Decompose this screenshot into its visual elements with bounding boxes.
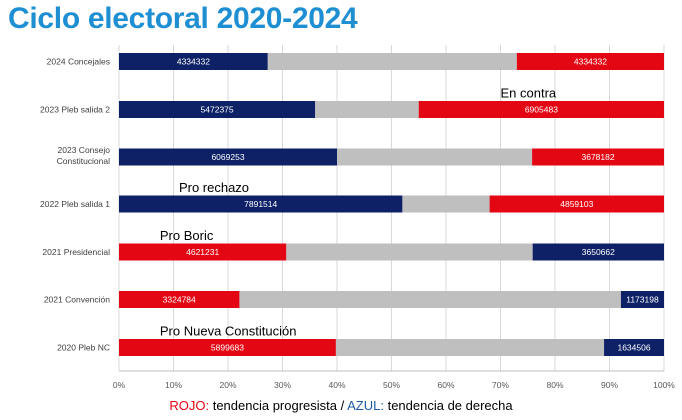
x-tick-label: 70%	[492, 380, 509, 390]
bar-segment-red	[119, 291, 240, 308]
bar-segment-navy	[604, 339, 664, 356]
category-label: 2024 Concejales	[47, 57, 110, 67]
x-tick-label: 30%	[274, 380, 291, 390]
x-tick-label: 60%	[437, 380, 454, 390]
annotation-pro-rechazo: Pro rechazo	[179, 180, 249, 195]
bar-segment-navy	[119, 53, 268, 70]
bar-segment-red	[119, 339, 336, 356]
bar-segment-red	[532, 148, 664, 166]
bar-segment-gray	[315, 101, 419, 118]
bar-segment-red	[418, 101, 664, 118]
data-label: 1634506	[617, 343, 650, 353]
bar-segment-gray	[239, 291, 621, 308]
data-label: 4334332	[574, 57, 607, 67]
bar-segment-gray	[286, 243, 533, 261]
x-tick-label: 20%	[219, 380, 236, 390]
bar-segment-navy	[119, 101, 316, 118]
bar-segment-gray	[267, 53, 517, 70]
x-tick-label: 50%	[383, 380, 400, 390]
category-label: 2020 Pleb NC	[57, 343, 110, 353]
category-label: 2023 Consejo	[58, 145, 111, 155]
bar-segment-gray	[402, 195, 490, 213]
annotation-pro-boric: Pro Boric	[160, 228, 214, 243]
bar-segment-red	[119, 243, 287, 261]
bar-segment-navy	[620, 291, 664, 308]
category-label: Constitucional	[57, 156, 111, 166]
category-label: 2022 Pleb salida 1	[40, 199, 110, 209]
legend-red-label: ROJO:	[169, 398, 210, 413]
bar-segment-gray	[335, 339, 605, 356]
data-label: 6069253	[211, 152, 244, 162]
x-tick-label: 100%	[653, 380, 675, 390]
legend-blue-text: tendencia de derecha	[383, 398, 513, 413]
legend-red-text: tendencia progresista /	[209, 398, 348, 413]
bar-segment-red	[489, 195, 664, 213]
bar-segment-navy	[119, 195, 403, 213]
bar-segment-navy	[532, 243, 664, 261]
x-tick-label: 0%	[113, 380, 126, 390]
legend: ROJO: tendencia progresista / AZUL: tend…	[0, 398, 682, 413]
x-tick-label: 10%	[165, 380, 182, 390]
x-tick-label: 80%	[546, 380, 563, 390]
bar-segment-red	[516, 53, 664, 70]
category-label: 2021 Presidencial	[42, 247, 110, 257]
data-label: 4621231	[186, 247, 219, 257]
category-label: 2023 Pleb salida 2	[40, 105, 110, 115]
annotation-pro-nueva-constitucion: Pro Nueva Constitución	[160, 324, 297, 339]
category-label: 2021 Convención	[44, 295, 110, 305]
data-label: 6905483	[525, 105, 558, 115]
annotation-en-contra: En contra	[501, 86, 557, 101]
data-label: 1173198	[626, 295, 659, 305]
data-label: 5472375	[201, 105, 234, 115]
chart-title: Ciclo electoral 2020-2024	[8, 2, 358, 35]
data-label: 7891514	[244, 199, 277, 209]
data-label: 5899683	[211, 343, 244, 353]
bar-segment-navy	[119, 148, 337, 166]
bar-segment-gray	[337, 148, 533, 166]
x-tick-label: 40%	[328, 380, 345, 390]
legend-blue-label: AZUL:	[347, 398, 384, 413]
data-label: 3324784	[163, 295, 196, 305]
x-tick-label: 90%	[601, 380, 618, 390]
data-label: 3678182	[582, 152, 615, 162]
data-label: 4334332	[177, 57, 210, 67]
data-label: 3650662	[582, 247, 615, 257]
data-label: 4859103	[560, 199, 593, 209]
